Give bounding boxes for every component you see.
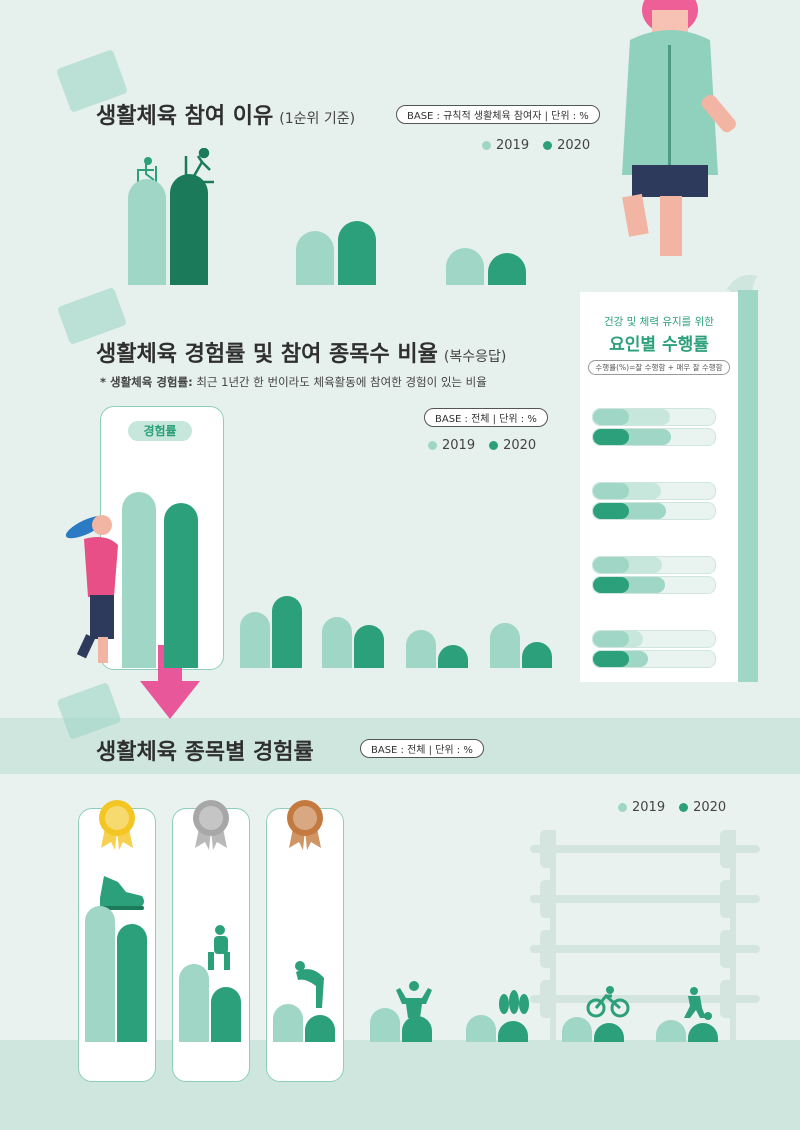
bar-2020 [354,625,384,668]
legend-item-2019: 2019 [482,138,529,153]
female-runner-illustration [65,515,118,663]
bar-2020 [402,1016,432,1042]
experience-rate-label: 경험률 [128,421,192,441]
bar-2019 [370,1008,400,1042]
panel-year-2020 [593,429,629,445]
panel-bar-2020 [592,502,716,520]
bar-2019 [240,611,270,668]
section1-base: BASE : 규칙적 생활체육 참여자 | 단위 : % [396,105,600,124]
section2-base: BASE : 전체 | 단위 : % [424,408,548,427]
section1-title: 생활체육 참여 이유 (1순위 기준) [96,98,355,130]
section2-subtitle: (복수응답) [443,349,507,365]
hiker-icon [208,925,230,970]
section1-subtitle: (1순위 기준) [279,111,356,127]
legend-item-2020: 2020 [489,438,536,453]
bowling-pins-icon [499,990,529,1014]
rank-medal-icon [193,800,229,850]
panel-year-2019 [593,631,629,647]
panel-bar-2019 [592,408,716,426]
panel-bar-2019 [592,482,716,500]
panel-year-2020 [593,651,629,667]
bar-2019 [562,1017,592,1042]
runner-illustration [622,0,736,256]
section3-legend: 2019 2020 [618,800,726,815]
bar-2020 [211,987,241,1042]
section1-legend: 2019 2020 [482,138,590,153]
bar-2020 [272,595,302,668]
panel-year-2019 [593,409,629,425]
panel-desc: 수행률(%)=잘 수행함 + 매우 잘 수행함 [588,360,730,375]
rank-medal-icon [99,800,135,850]
bicycle-icon [586,986,630,1018]
bar-2020 [522,641,552,668]
panel-bar-2020 [592,428,716,446]
bar-2020 [438,644,468,668]
stretching-icon [295,961,324,1008]
gym-rack-illustration [530,830,760,1040]
bar-2020 [594,1022,624,1042]
bar-2019 [273,1003,303,1042]
panel-year-2019 [593,483,629,499]
bar-2019 [122,491,156,668]
panel-bar-2019 [592,556,716,574]
section2-note-label: * 생활체육 경험률: [100,375,193,389]
section3-title: 생활체육 종목별 경험률 [96,734,314,766]
bar-2020 [338,220,376,285]
panel-year-2020 [593,503,629,519]
bar-2019 [406,630,436,668]
bar-2020 [305,1014,335,1042]
bar-2020 [498,1021,528,1042]
experience-rate-card [100,406,224,670]
bar-2019 [85,905,115,1042]
rank-medal-icon [287,800,323,850]
section2-title: 생활체육 경험률 및 참여 종목수 비율 (복수응답) [96,336,506,368]
legend-item-2020: 2020 [679,800,726,815]
bar-2020 [164,503,198,668]
panel: 건강 및 체력 유지를 위한 요인별 수행률 수행률(%)=잘 수행함 + 매우… [580,292,738,682]
section2-legend: 2019 2020 [428,438,536,453]
section2-note: * 생활체육 경험률: 최근 1년간 한 번이라도 체육활동에 참여한 경험이 … [100,374,487,390]
panel-bar-2020 [592,576,716,594]
soccer-player-icon [684,987,712,1020]
bar-2019 [656,1020,686,1042]
legend-item-2019: 2019 [428,438,475,453]
bar-2019 [179,964,209,1042]
bar-2020 [117,924,147,1042]
section3-title-text: 생활체육 종목별 경험률 [96,740,314,765]
bar-2019 [446,247,484,285]
bar-2019 [322,616,352,668]
down-arrow-icon [140,645,200,719]
panel-year-2019 [593,557,629,573]
bar-2019 [128,178,166,285]
section1-title-text: 생활체육 참여 이유 [96,104,274,129]
section3-base: BASE : 전체 | 단위 : % [360,739,484,758]
panel-side-tab [738,290,758,682]
bar-2019 [490,623,520,668]
bar-2019 [466,1015,496,1042]
bar-2020 [688,1022,718,1042]
exercise-machine-icon [137,157,157,184]
section2-note-text: 최근 1년간 한 번이라도 체육활동에 참여한 경험이 있는 비율 [196,375,487,389]
panel-bar-2020 [592,650,716,668]
legend-item-2019: 2019 [618,800,665,815]
panel-bar-2019 [592,630,716,648]
bar-2020 [488,252,526,285]
bar-2020 [170,173,208,285]
panel-year-2020 [593,577,629,593]
panel-title: 요인별 수행률 [609,335,709,355]
panel-subtitle: 건강 및 체력 유지를 위한 [604,316,714,328]
bodybuilder-icon [396,981,432,1018]
legend-item-2020: 2020 [543,138,590,153]
section2-title-text: 생활체육 경험률 및 참여 종목수 비율 [96,342,438,367]
bar-2019 [296,230,334,285]
